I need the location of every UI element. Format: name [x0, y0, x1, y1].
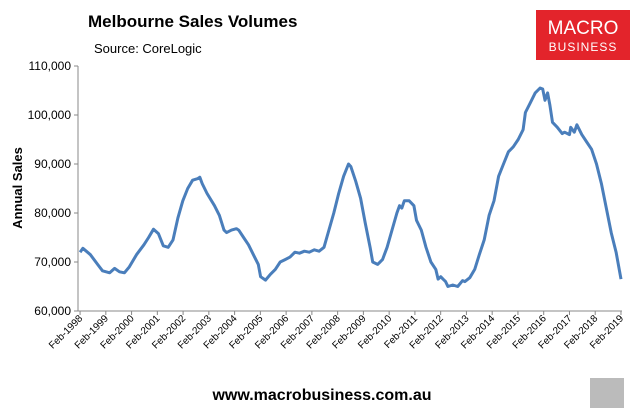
chart-title: Melbourne Sales Volumes	[88, 12, 297, 31]
wolf-icon	[590, 378, 624, 408]
data-line	[78, 86, 623, 288]
y-tick-label: 110,000	[29, 59, 72, 73]
logo-box	[536, 10, 630, 60]
footer: www.macrobusiness.com.au	[211, 387, 431, 404]
y-tick-label: 90,000	[34, 157, 71, 171]
logo-text: MACRO	[548, 18, 619, 39]
y-tick-label: 80,000	[34, 206, 71, 220]
y-tick-label: 70,000	[34, 255, 71, 269]
logo-text: BUSINESS	[549, 40, 618, 54]
y-axis-label: Annual Sales	[10, 147, 25, 229]
y-tick-label: 60,000	[34, 304, 71, 318]
y-tick-label: 100,000	[28, 108, 72, 122]
chart-subtitle: Source: CoreLogic	[94, 41, 202, 56]
